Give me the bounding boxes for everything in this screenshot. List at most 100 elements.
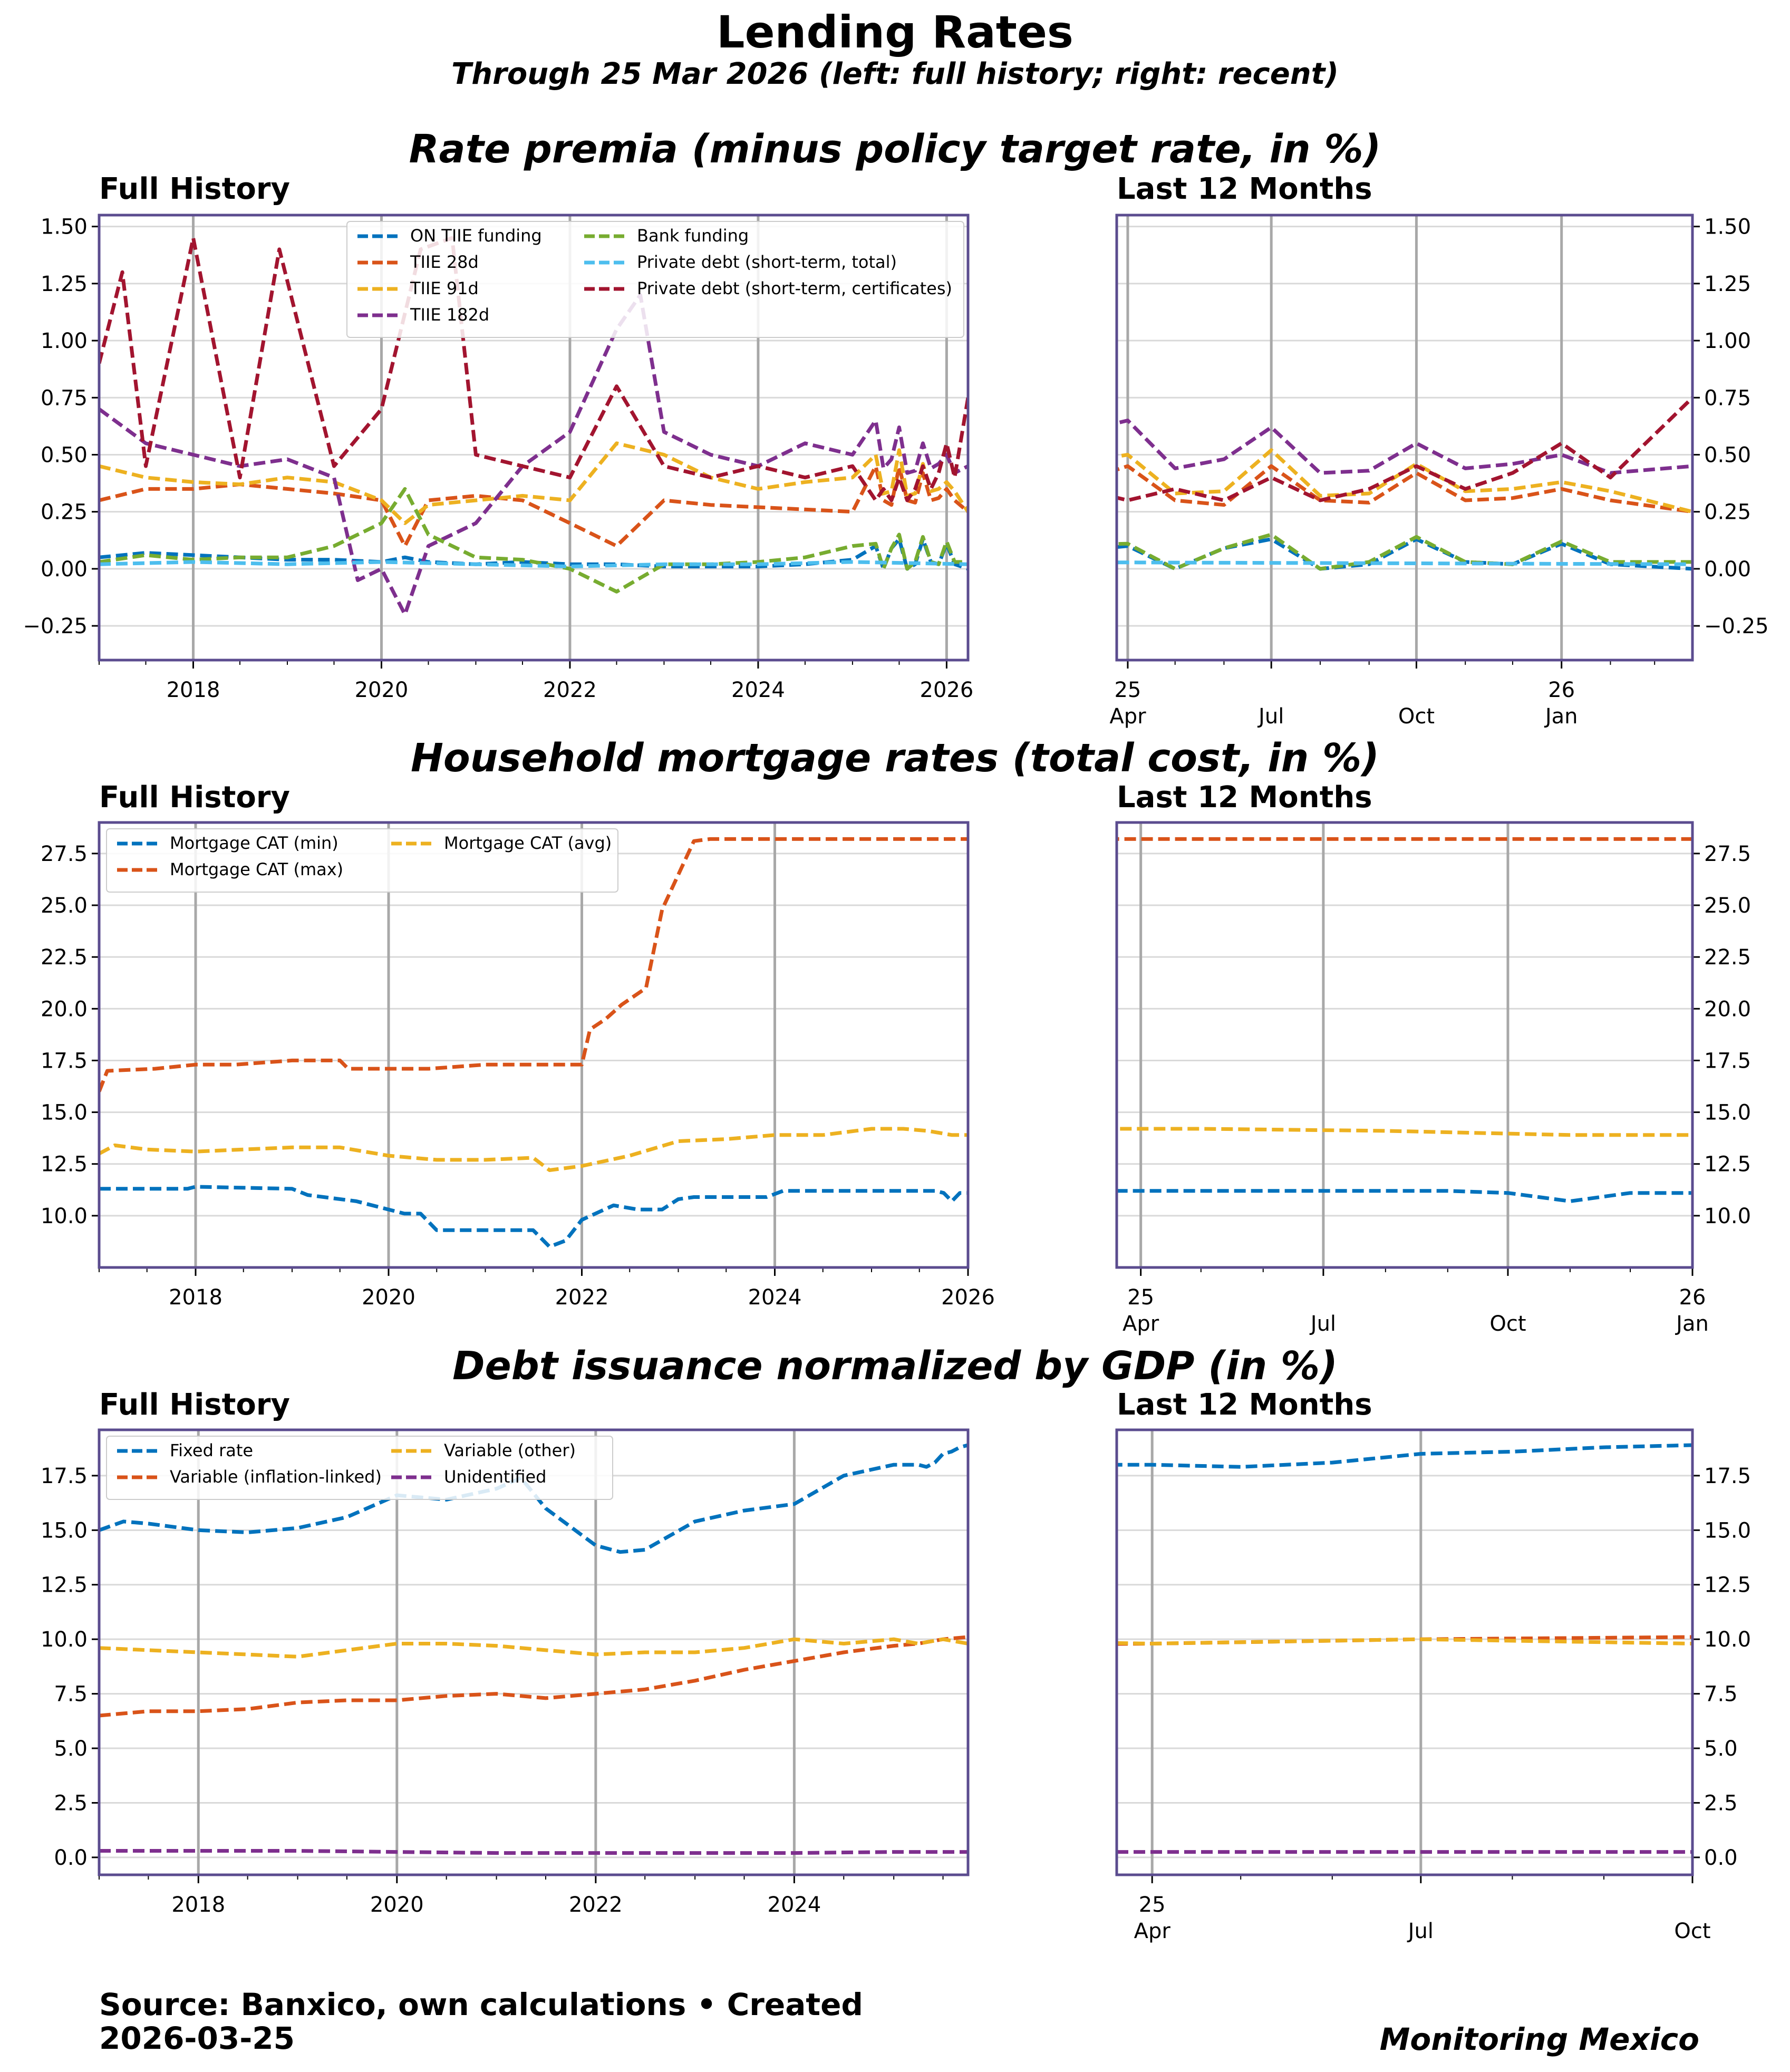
- y-tick-label: 0.0: [54, 1846, 88, 1870]
- y-tick-label: 0.50: [41, 443, 88, 467]
- y-tick-label: 12.5: [41, 1573, 88, 1597]
- x-tick-label: Jul: [1407, 1919, 1434, 1943]
- panel-title-full-3: Full History: [99, 1388, 290, 1422]
- legend-label: Private debt (short-term, certificates): [637, 278, 952, 298]
- y-tick-label: 1.00: [1704, 329, 1751, 353]
- y-tick-label: 12.5: [41, 1153, 88, 1177]
- series-line: [1117, 532, 1692, 571]
- legend: Mortgage CAT (min) Mortgage CAT (max) Mort…: [106, 828, 618, 893]
- y-tick-label: 17.5: [41, 1464, 88, 1488]
- y-tick-label: 12.5: [1704, 1573, 1751, 1597]
- series-line: [99, 1443, 968, 1554]
- legend-label: Variable (inflation-linked): [170, 1467, 382, 1487]
- x-tick-label: 2024: [748, 1285, 802, 1310]
- x-tick-label: Apr: [1123, 1312, 1159, 1336]
- legend-box: [106, 828, 618, 893]
- x-tick-label: Oct: [1398, 704, 1435, 729]
- y-tick-label: 1.00: [41, 329, 88, 353]
- y-tick-label: 20.0: [1704, 997, 1751, 1021]
- series-group: [1117, 1443, 1692, 1854]
- x-tick-label: Oct: [1674, 1919, 1710, 1943]
- plot-frame: [1115, 214, 1694, 662]
- y-tick-label: 0.75: [1704, 386, 1751, 410]
- x-tick-label: 2022: [555, 1285, 609, 1310]
- x-tick-label: 2020: [370, 1893, 424, 1917]
- series-line: [1117, 396, 1692, 502]
- series-line: [99, 560, 968, 568]
- series-line: [99, 1637, 968, 1659]
- legend-label: Mortgage CAT (max): [170, 859, 343, 879]
- footer-source: Source: Banxico, own calculations • Crea…: [99, 1987, 863, 2056]
- legend-label: Unidentified: [444, 1467, 546, 1487]
- y-tick-label: 10.0: [41, 1204, 88, 1228]
- y-tick-label: 17.5: [41, 1049, 88, 1073]
- y-tick-label: 27.5: [1704, 842, 1751, 866]
- legend-label: Mortgage CAT (min): [170, 833, 338, 853]
- x-tick-label: 2024: [768, 1893, 821, 1917]
- y-tick-label: 15.0: [41, 1101, 88, 1125]
- x-tick-label: 2018: [171, 1893, 225, 1917]
- series-line: [99, 1635, 968, 1718]
- y-tick-label: 1.25: [1704, 272, 1751, 296]
- y-tick-label: 7.5: [1704, 1682, 1738, 1707]
- y-tick-label: 7.5: [54, 1682, 88, 1707]
- x-tick-label: Oct: [1489, 1312, 1526, 1336]
- section-title-rate-premia: Rate premia (minus policy target rate, i…: [409, 127, 1381, 172]
- x-tick-label: 26: [1548, 678, 1575, 702]
- y-tick-label: 1.25: [41, 272, 88, 296]
- x-tick-label: Jan: [1544, 704, 1578, 729]
- y-tick-label: 0.25: [1704, 500, 1751, 525]
- x-tick-label: 2020: [362, 1285, 415, 1310]
- y-tick-label: 22.5: [41, 945, 88, 970]
- y-tick-label: 10.0: [1704, 1628, 1751, 1652]
- y-tick-label: 17.5: [1704, 1049, 1751, 1073]
- y-tick-label: 0.75: [41, 386, 88, 410]
- y-tick-label: 10.0: [1704, 1204, 1751, 1228]
- y-tick-label: 0.0: [1704, 1846, 1738, 1870]
- y-tick-label: 2.5: [1704, 1791, 1738, 1815]
- series-group: [1117, 396, 1692, 571]
- x-tick-label: 2022: [569, 1893, 623, 1917]
- series-line: [1117, 1189, 1692, 1203]
- legend-label: TIIE 91d: [410, 278, 479, 298]
- y-tick-label: 12.5: [1704, 1153, 1751, 1177]
- legend-label: Private debt (short-term, total): [637, 252, 897, 272]
- y-tick-label: 0.50: [1704, 443, 1751, 467]
- legend-label: TIIE 28d: [410, 252, 479, 272]
- x-tick-label: 26: [1679, 1285, 1706, 1310]
- series-line: [1117, 1443, 1692, 1469]
- y-tick-label: 15.0: [1704, 1101, 1751, 1125]
- series-line: [99, 487, 968, 594]
- x-tick-label: 25: [1139, 1893, 1166, 1917]
- plot-frame: [98, 821, 970, 1269]
- series-line: [99, 1185, 968, 1249]
- series-line: [99, 1127, 968, 1172]
- x-tick-label: 2020: [355, 678, 409, 702]
- y-tick-label: 5.0: [1704, 1737, 1738, 1761]
- y-tick-label: 20.0: [41, 997, 88, 1021]
- plot-frame: [98, 1428, 970, 1876]
- panel-title-full-2: Full History: [99, 780, 290, 815]
- legend: Fixed rate Variable (inflation-linked) Var…: [106, 1436, 613, 1500]
- x-tick-label: Apr: [1134, 1919, 1171, 1943]
- y-tick-label: 10.0: [41, 1628, 88, 1652]
- x-tick-label: 2026: [920, 678, 974, 702]
- legend-label: Mortgage CAT (avg): [444, 833, 612, 853]
- series-group: [1117, 837, 1692, 1203]
- y-tick-label: 5.0: [54, 1737, 88, 1761]
- panel-title-full-1: Full History: [99, 172, 290, 206]
- panel-title-recent-2: Last 12 Months: [1117, 780, 1372, 815]
- legend: ON TIIE funding TIIE 28d TIIE 91d TIIE 182d…: [346, 221, 964, 338]
- legend-label: ON TIIE funding: [410, 226, 542, 246]
- chart-main-title: Lending Rates: [717, 6, 1073, 58]
- series-line: [1117, 464, 1692, 514]
- series-line: [99, 236, 968, 502]
- series-line: [99, 537, 968, 571]
- panel-title-recent-1: Last 12 Months: [1117, 172, 1372, 206]
- x-tick-label: Jul: [1257, 704, 1284, 729]
- footer-brand: Monitoring Mexico: [1379, 2021, 1699, 2057]
- section-title-mortgage: Household mortgage rates (total cost, in…: [411, 735, 1379, 781]
